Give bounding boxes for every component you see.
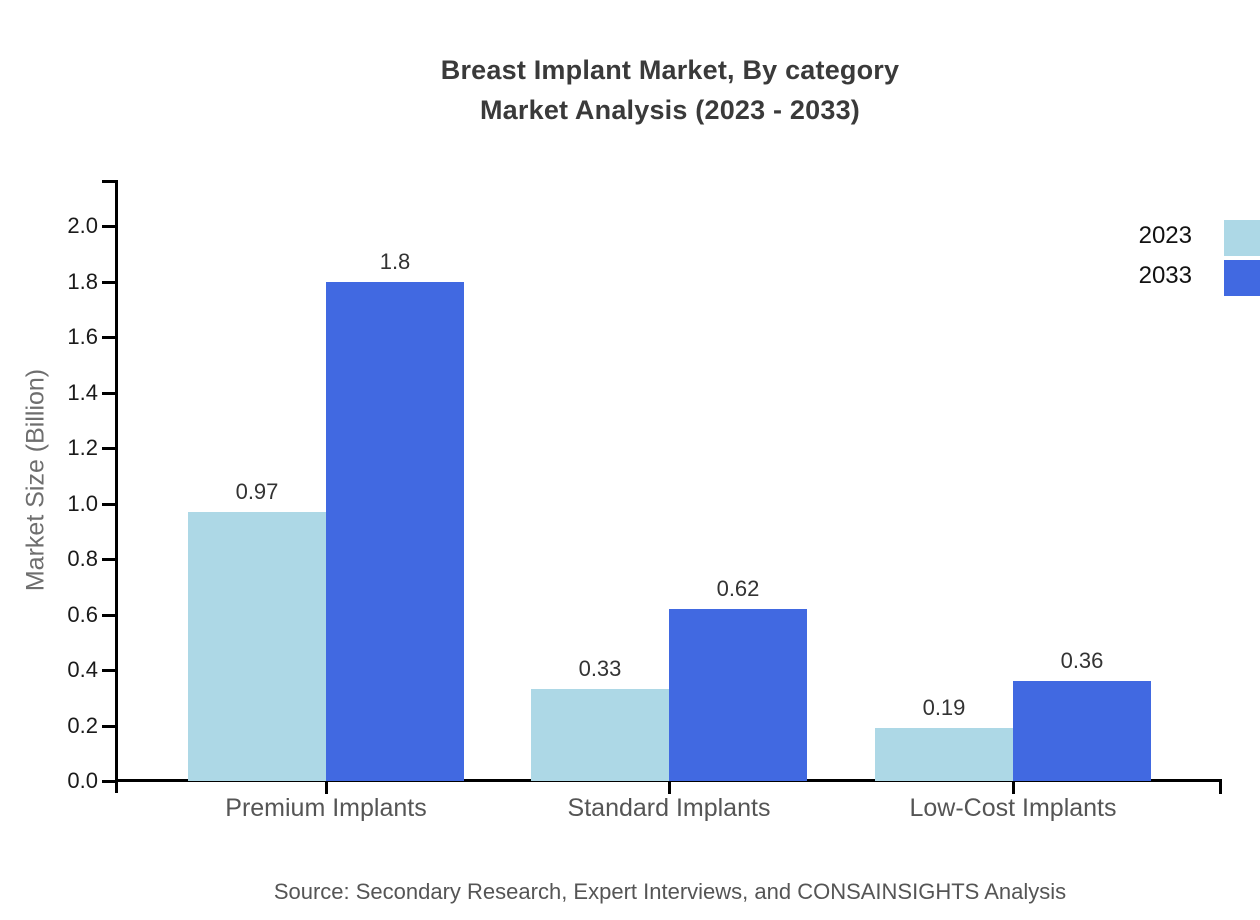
value-label: 0.19 [922, 695, 966, 721]
bar-2033 [1013, 681, 1151, 781]
y-tick [102, 447, 115, 450]
x-tick [325, 782, 328, 794]
y-tick [102, 280, 115, 284]
y-tick-label: 1.6 [67, 324, 98, 349]
y-tick [102, 391, 115, 395]
y-tick-label: 0.2 [67, 712, 98, 738]
bar-2023 [188, 511, 326, 781]
value-label: 0.97 [235, 478, 279, 504]
y-axis-endcap-tick [102, 180, 115, 183]
chart-title-line2: Market Analysis (2023 - 2033) [479, 95, 860, 125]
bar-2023 [531, 689, 669, 781]
y-tick-label: 1.8 [67, 268, 98, 294]
y-axis-spine [115, 180, 118, 793]
x-tick [1012, 782, 1015, 794]
y-tick-label: 2.0 [67, 213, 98, 238]
legend-label-2033: 2033 [1138, 262, 1192, 289]
value-label: 0.62 [716, 575, 760, 601]
y-tick-label: 0.8 [67, 546, 98, 571]
y-tick [102, 724, 115, 728]
y-tick [102, 613, 115, 617]
x-axis-endcap-tick [1219, 781, 1222, 794]
x-tick [668, 782, 671, 794]
y-tick-label: 0.6 [67, 601, 98, 627]
y-tick [102, 558, 115, 561]
category-label: Standard Implants [567, 794, 771, 822]
y-tick-label: 1.4 [67, 379, 98, 405]
y-tick [102, 225, 115, 228]
y-tick [102, 669, 115, 672]
source-note: Source: Secondary Research, Expert Inter… [273, 879, 1067, 904]
y-tick [102, 336, 115, 339]
value-label: 0.36 [1060, 648, 1104, 674]
y-tick-label: 0.0 [67, 768, 98, 793]
legend-swatch-2023 [1224, 220, 1260, 256]
y-tick-label: 1.2 [67, 435, 98, 460]
y-tick [102, 502, 115, 506]
category-label: Low-Cost Implants [909, 794, 1117, 822]
y-tick [102, 780, 115, 783]
y-tick-label: 0.4 [67, 657, 98, 682]
bar-2033 [669, 608, 807, 781]
y-tick-label: 1.0 [67, 490, 98, 516]
bar-2033 [326, 281, 464, 781]
chart-title: Breast Implant Market, By category Marke… [118, 50, 1222, 130]
chart-title-line1: Breast Implant Market, By category [440, 55, 900, 85]
category-label: Premium Implants [225, 794, 427, 822]
legend-label-2023: 2023 [1138, 222, 1192, 249]
legend-swatch-2033 [1224, 260, 1260, 296]
value-label: 1.8 [379, 248, 411, 274]
bar-2023 [875, 728, 1013, 781]
value-label: 0.33 [578, 656, 622, 682]
